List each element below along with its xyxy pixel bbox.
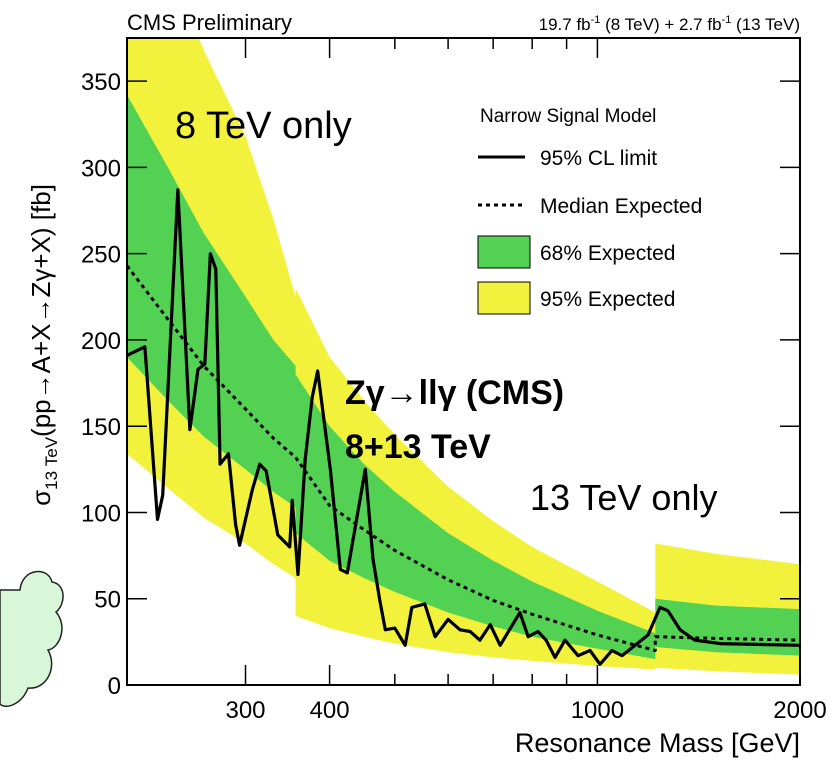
- legend-label: 95% CL limit: [540, 147, 657, 170]
- observed-line: [127, 188, 800, 666]
- legend-title: Narrow Signal Model: [480, 106, 656, 127]
- x-tick-label: 2000: [773, 697, 826, 724]
- lumi-part: -1: [722, 14, 732, 26]
- legend-label: Median Expected: [540, 195, 702, 218]
- legend-label: 95% Expected: [540, 288, 675, 311]
- annotation: 13 TeV only: [530, 477, 717, 518]
- legend-swatch: [477, 281, 531, 315]
- y-tick-label: 350: [81, 69, 121, 96]
- lumi-part: -1: [591, 14, 601, 26]
- decor-cloud: [0, 570, 64, 708]
- y-tick-label: 200: [81, 328, 121, 355]
- y-label-part: 13 TeV: [42, 436, 61, 490]
- annotation: 8+13 TeV: [345, 428, 491, 466]
- x-tick-label: 1000: [571, 697, 624, 724]
- legend-swatch: [477, 235, 531, 269]
- y-tick-label: 300: [81, 155, 121, 182]
- y-tick-label: 0: [108, 673, 121, 700]
- y-label-part: (pp→A+X→Zγ+X) [fb]: [26, 184, 56, 437]
- lumi-part: (13 TeV): [731, 15, 800, 34]
- x-tick-label: 400: [310, 697, 350, 724]
- lumi-label: 19.7 fb-1 (8 TeV) + 2.7 fb-1 (13 TeV): [539, 14, 800, 34]
- y-tick-label: 50: [94, 587, 121, 614]
- legend-label: 68% Expected: [540, 242, 675, 265]
- chart-title: CMS Preliminary: [127, 10, 292, 35]
- band-3: [127, 38, 800, 675]
- y-tick-label: 100: [81, 500, 121, 527]
- lumi-part: (8 TeV) + 2.7 fb: [600, 15, 721, 34]
- plot-area: [127, 38, 800, 675]
- y-tick-label: 150: [81, 414, 121, 441]
- annotation: 8 TeV only: [175, 105, 352, 147]
- plot-frame: [126, 37, 801, 686]
- y-axis-label: σ13 TeV(pp→A+X→Zγ+X) [fb]: [26, 184, 61, 506]
- y-tick-label: 250: [81, 242, 121, 269]
- expected-line: [127, 264, 800, 652]
- x-axis-label: Resonance Mass [GeV]: [515, 728, 800, 758]
- lumi-part: 19.7 fb: [539, 15, 591, 34]
- x-tick-label: 300: [225, 697, 265, 724]
- band-2: [127, 94, 800, 660]
- annotation: Zγ→llγ (CMS): [345, 374, 564, 412]
- y-label-part: σ: [26, 490, 56, 506]
